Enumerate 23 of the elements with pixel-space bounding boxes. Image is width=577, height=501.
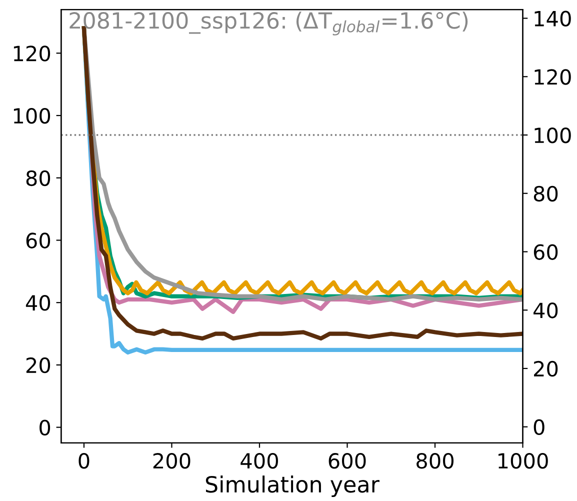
y2-tick-label: 140	[534, 10, 571, 26]
y2-tick-label: 40	[534, 302, 558, 318]
y-tick-label: 100	[14, 108, 50, 124]
y-tick-label: 20	[26, 357, 50, 374]
y-tick-label: 120	[14, 46, 50, 62]
x-tick-label: 0	[78, 452, 90, 469]
y-tick-label: 80	[26, 170, 50, 186]
y2-tick-label: 100	[534, 127, 571, 144]
x-tick-label: 1000	[498, 452, 548, 469]
x-tick-label: 600	[328, 452, 366, 469]
x-tick-label: 400	[240, 452, 278, 469]
x-axis-title: Simulation year	[206, 476, 380, 498]
y2-tick-label: 80	[534, 186, 558, 202]
y-tick-label: 60	[26, 232, 50, 248]
y2-tick-label: 60	[534, 244, 558, 260]
y-tick-label: 40	[26, 295, 50, 311]
x-tick-label: 800	[416, 452, 454, 469]
y-tick-label: 0	[40, 420, 50, 436]
y2-tick-label: 20	[534, 360, 558, 377]
y2-tick-label: 0	[534, 419, 544, 436]
y2-tick-label: 120	[534, 69, 571, 85]
chart-title: 2081-2100_ssp126: (ΔT$_{global}$=1.6°C)	[70, 12, 468, 36]
x-tick-label: 200	[153, 452, 190, 469]
